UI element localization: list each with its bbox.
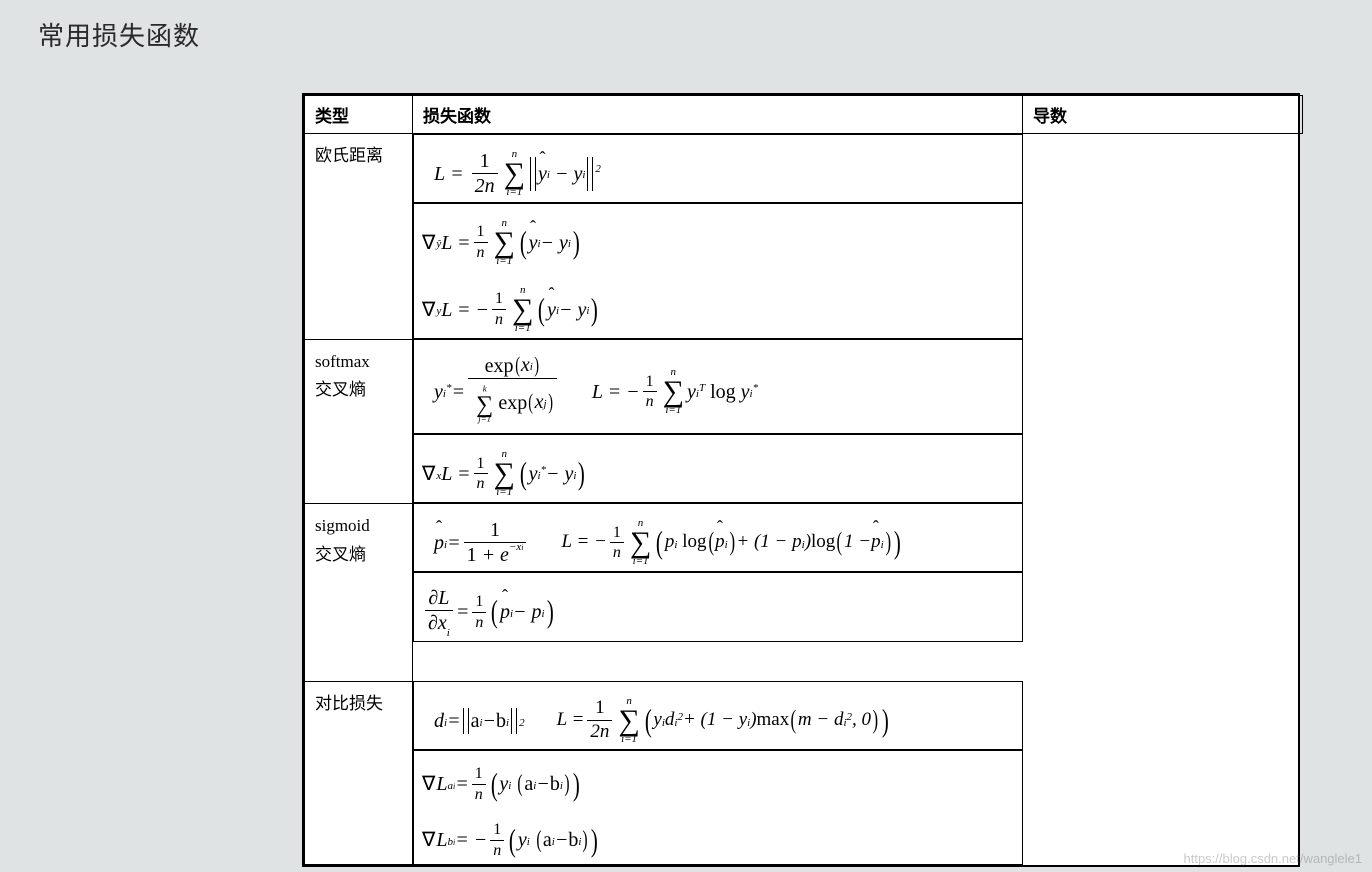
row-loss-formula: L = 12n n∑i=1 yi − yi2 — [413, 134, 1023, 203]
row-deriv-formula: ∂L∂xi = 1n (pi − pi) — [413, 572, 1023, 642]
col-header-loss: 损失函数 — [413, 96, 1023, 134]
page-title: 常用损失函数 — [38, 16, 200, 53]
table-row: 欧氏距离 L = 12n n∑i=1 yi − yi2 ∇ŷL = 1n n∑i… — [305, 134, 1303, 340]
row-deriv-formula: ∇Lai = 1n (yi (ai − bi)) ∇Lbi = − 1n (yi… — [413, 750, 1023, 864]
row-loss-formula: pi = 11 + e−xi L = −1n n∑i=1 ( pi log(pi… — [413, 503, 1023, 572]
row-type-label: 对比损失 — [305, 681, 413, 864]
table-row: sigmoid 交叉熵 pi = 11 + e−xi L = −1n n∑i=1… — [305, 503, 1303, 681]
row-loss-formula: di = ai − bi2 L = 12n n∑i=1 ( yidi2 + (1… — [413, 681, 1023, 750]
watermark: https://blog.csdn.net/wanglele1 — [1183, 851, 1362, 866]
row-deriv-formula: ∇xL = 1n n∑i=1 (yi* − yi) — [413, 434, 1023, 503]
loss-function-table: 类型 损失函数 导数 欧氏距离 L = 12n n∑i=1 yi − yi2 ∇… — [302, 93, 1300, 867]
table-header-row: 类型 损失函数 导数 — [305, 96, 1303, 134]
row-loss-formula: yi* = exp(xi) k∑j=1exp(xj) L = −1n n∑i=1… — [413, 339, 1023, 434]
table-row: 对比损失 di = ai − bi2 L = 12n n∑i=1 ( yidi2… — [305, 681, 1303, 864]
row-type-label: sigmoid 交叉熵 — [305, 503, 413, 681]
col-header-type: 类型 — [305, 96, 413, 134]
col-header-deriv: 导数 — [1023, 96, 1303, 134]
row-type-label: softmax 交叉熵 — [305, 339, 413, 503]
row-type-label: 欧氏距离 — [305, 134, 413, 340]
table-row: softmax 交叉熵 yi* = exp(xi) k∑j=1exp(xj) L… — [305, 339, 1303, 503]
row-deriv-formula: ∇ŷL = 1n n∑i=1 (yi − yi) ∇yL = − 1n n∑i=… — [413, 203, 1023, 339]
